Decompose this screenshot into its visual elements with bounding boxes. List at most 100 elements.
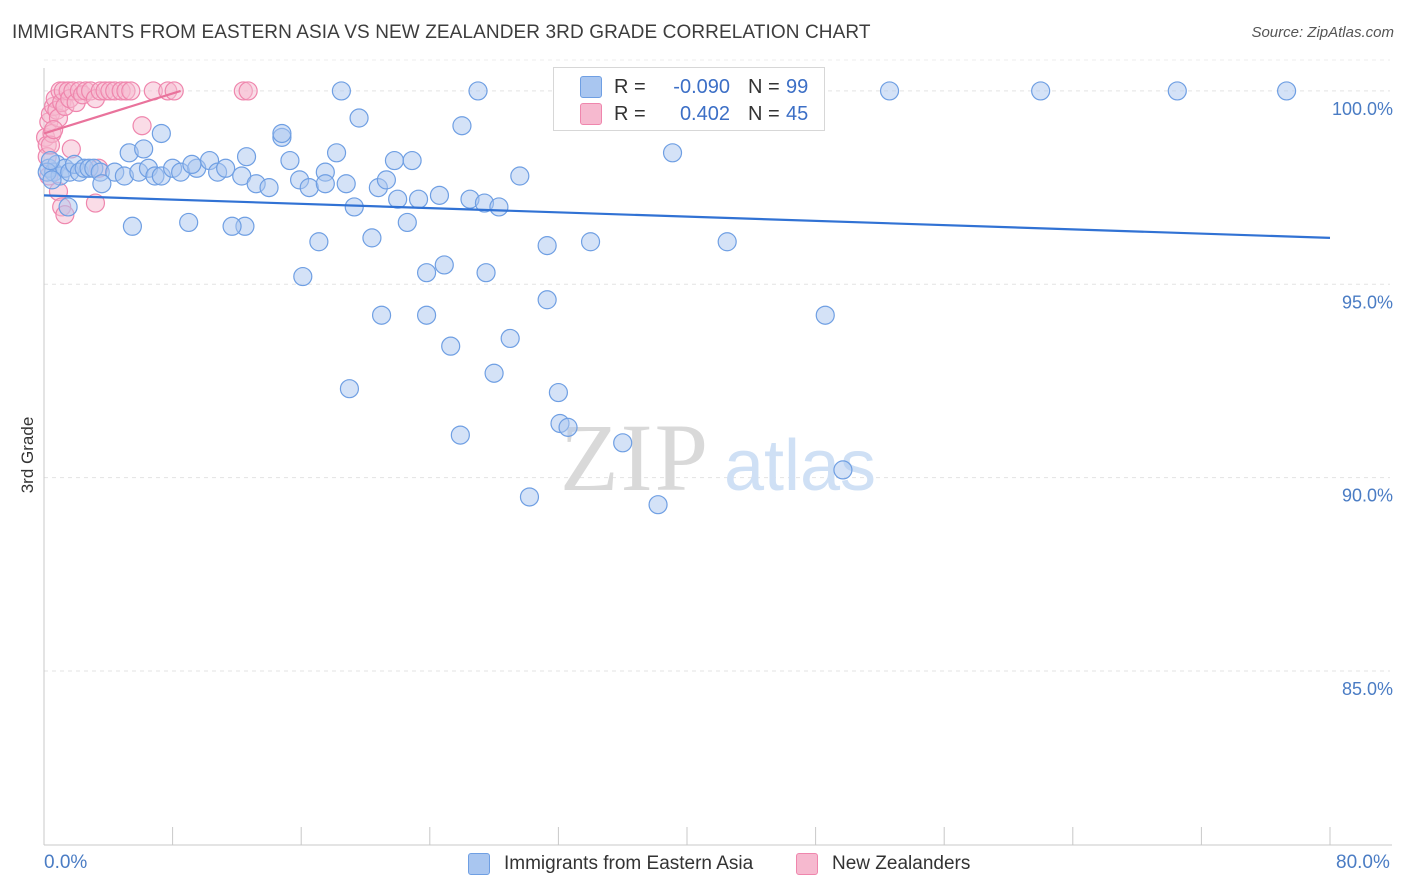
series-legend-label-pink: New Zealanders	[832, 853, 971, 874]
chart-title: IMMIGRANTS FROM EASTERN ASIA VS NEW ZEAL…	[12, 22, 871, 43]
y-tick-label: 85.0%	[1342, 679, 1393, 699]
trend-line-immigrants-eastern-asia	[43, 194, 1331, 239]
data-point	[452, 116, 472, 136]
watermark-zip: ZIP	[560, 404, 710, 511]
legend-n-value: 45	[786, 102, 809, 125]
data-point	[441, 336, 461, 356]
data-point	[309, 232, 329, 252]
data-point	[500, 328, 520, 349]
data-point	[484, 363, 504, 383]
data-point	[134, 139, 154, 159]
legend-swatch-blue	[580, 76, 602, 98]
data-point	[558, 417, 578, 437]
data-point	[376, 170, 396, 190]
data-point	[434, 255, 454, 275]
data-point	[489, 197, 509, 217]
data-point	[339, 379, 360, 399]
data-point	[1167, 81, 1187, 101]
data-point	[416, 263, 437, 283]
data-point	[272, 123, 292, 144]
legend-n-label: N =	[748, 102, 780, 125]
legend-n-label: N =	[748, 75, 780, 98]
data-point	[1276, 81, 1297, 101]
data-point	[132, 116, 152, 136]
data-point	[815, 305, 835, 325]
data-point	[326, 143, 347, 163]
data-point	[293, 266, 313, 287]
data-point	[280, 150, 300, 171]
legend-r-label: R =	[614, 102, 646, 125]
data-point	[402, 150, 422, 171]
series-legend-label-blue: Immigrants from Eastern Asia	[504, 853, 754, 874]
data-point	[1031, 81, 1051, 101]
data-point	[182, 154, 202, 175]
data-point	[833, 460, 853, 480]
data-point	[384, 150, 405, 171]
data-point	[450, 425, 470, 445]
y-tick-labels: 100.0% 95.0% 90.0% 85.0%	[1332, 99, 1393, 699]
data-point	[42, 170, 62, 190]
data-point	[416, 305, 437, 325]
data-point	[429, 185, 450, 205]
series-legend-item-blue[interactable]: Immigrants from Eastern Asia	[468, 853, 753, 875]
data-point	[476, 263, 496, 283]
data-point	[548, 382, 569, 403]
data-point	[537, 290, 557, 310]
data-point	[408, 189, 429, 209]
legend-n-value: 99	[786, 75, 809, 98]
data-point	[122, 216, 143, 236]
series-legend-swatch-pink	[796, 853, 818, 875]
data-point	[58, 197, 78, 217]
x-tick-label-min: 0.0%	[44, 852, 88, 873]
data-point	[717, 232, 737, 252]
data-point	[349, 108, 369, 128]
legend-r-value: 0.402	[679, 102, 730, 125]
data-point	[151, 123, 171, 144]
series-immigrants-eastern-asia	[37, 81, 1297, 515]
data-point	[299, 178, 319, 198]
watermark: ZIP atlas	[560, 404, 876, 511]
data-point	[519, 487, 540, 507]
data-point	[259, 178, 279, 198]
data-point	[336, 174, 356, 194]
data-point	[468, 81, 488, 101]
data-point	[236, 147, 257, 167]
data-point	[344, 197, 364, 217]
trend-lines	[43, 89, 1331, 239]
data-point	[397, 212, 417, 233]
legend-row-blue: R = -0.090 N = 99	[580, 74, 808, 100]
data-point	[879, 81, 900, 101]
legend-swatch-pink	[580, 103, 602, 125]
y-tick-label: 95.0%	[1342, 292, 1393, 312]
legend-r-value: -0.090	[673, 75, 730, 98]
data-point	[371, 305, 392, 325]
source-label: Source: ZipAtlas.com	[1251, 24, 1394, 41]
correlation-legend: R = -0.090 N = 99 R = 0.402 N = 45	[553, 67, 825, 131]
data-point	[331, 81, 351, 101]
data-point	[92, 174, 112, 194]
data-point	[222, 216, 242, 236]
series-legend-swatch-blue	[468, 853, 490, 875]
series-legend-item-pink[interactable]: New Zealanders	[796, 853, 970, 875]
data-point	[613, 433, 633, 453]
y-tick-label: 100.0%	[1332, 99, 1393, 119]
data-point	[121, 81, 141, 101]
data-point	[580, 232, 601, 252]
data-point	[85, 193, 106, 213]
legend-row-pink: R = 0.402 N = 45	[580, 101, 808, 127]
data-point	[238, 81, 258, 101]
data-point	[216, 158, 236, 178]
data-point	[510, 166, 530, 186]
data-point	[61, 139, 81, 159]
x-tick-label-max: 80.0%	[1336, 852, 1390, 873]
data-point	[40, 150, 61, 171]
y-tick-label: 90.0%	[1342, 486, 1393, 506]
data-point	[315, 174, 335, 194]
legend-r-label: R =	[614, 75, 646, 98]
data-point	[662, 143, 683, 163]
series-legend: Immigrants from Eastern Asia New Zealand…	[0, 853, 1406, 877]
data-point	[388, 189, 408, 209]
data-point	[179, 212, 199, 233]
watermark-atlas: atlas	[724, 426, 876, 506]
